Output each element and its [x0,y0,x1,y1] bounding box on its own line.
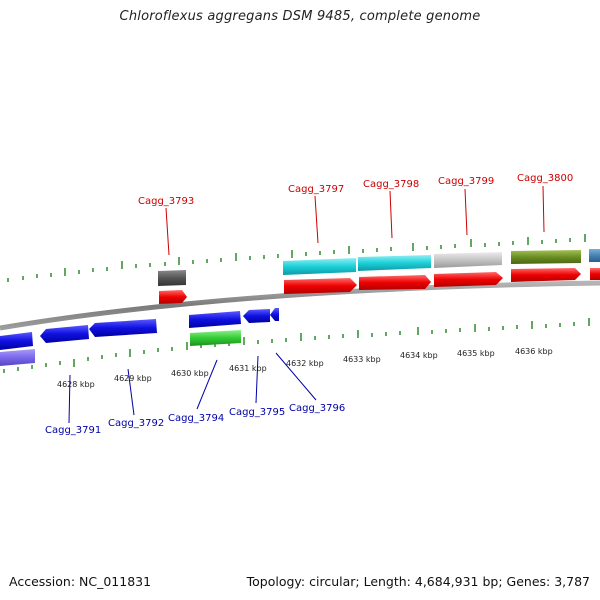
label-cagg-3800[interactable]: Cagg_3800 [517,173,573,184]
cds-cagg-3799[interactable] [434,272,503,287]
label-cagg-3794[interactable]: Cagg_3794 [168,413,224,424]
gene-cagg-3798-outer[interactable] [358,255,431,271]
label-cagg-3791[interactable]: Cagg_3791 [45,425,101,436]
cds-cagg-3792b[interactable] [89,319,157,337]
cds-cagg-3796[interactable] [270,308,279,321]
label-connectors-top [165,185,545,256]
outer-tick-track [7,234,586,282]
label-cagg-3796[interactable]: Cagg_3796 [289,403,345,414]
gene-cagg-3794-inner[interactable] [190,330,241,346]
scale-labels: 4628 kbp 4629 kbp 4630 kbp 4631 kbp 4632… [57,347,553,389]
reverse-features[interactable] [0,308,279,366]
forward-features[interactable] [158,249,600,304]
cds-cagg-3798[interactable] [359,275,431,290]
scale-label-4628: 4628 kbp [57,380,95,389]
bottom-gene-labels: Cagg_3791 Cagg_3792 Cagg_3794 Cagg_3795 … [45,403,345,436]
scale-label-4635: 4635 kbp [457,349,495,358]
scale-label-4632: 4632 kbp [286,359,324,368]
cds-cagg-3800[interactable] [511,268,581,282]
gene-cagg-3791-inner[interactable] [0,349,35,366]
label-cagg-3795[interactable]: Cagg_3795 [229,407,285,418]
cds-cagg-3795[interactable] [243,309,270,323]
cds-cagg-3797[interactable] [284,278,357,294]
label-cagg-3793[interactable]: Cagg_3793 [138,196,194,207]
scale-label-4629: 4629 kbp [114,374,152,383]
gene-cagg-3799-outer[interactable] [434,252,502,268]
cds-cagg-3791[interactable] [0,332,33,350]
scale-label-4631: 4631 kbp [229,364,267,373]
scale-label-4633: 4633 kbp [343,355,381,364]
cds-cagg-3792a[interactable] [40,325,89,343]
scale-label-4630: 4630 kbp [171,369,209,378]
cds-cagg-3794[interactable] [189,311,241,328]
label-cagg-3797[interactable]: Cagg_3797 [288,184,344,195]
topology-text: Topology: circular; Length: 4,684,931 bp… [246,574,590,589]
cds-next[interactable] [590,268,600,280]
scale-label-4636: 4636 kbp [515,347,553,356]
label-cagg-3792[interactable]: Cagg_3792 [108,418,164,429]
gene-next-outer[interactable] [589,249,600,262]
gene-cagg-3797-outer[interactable] [283,258,356,275]
top-gene-labels: Cagg_3793 Cagg_3797 Cagg_3798 Cagg_3799 … [138,173,573,207]
label-cagg-3799[interactable]: Cagg_3799 [438,176,494,187]
gene-cagg-3800-outer[interactable] [511,250,581,264]
scale-label-4634: 4634 kbp [400,351,438,360]
genome-backbone [0,280,600,331]
inner-tick-track [3,318,590,373]
accession-text: Accession: NC_011831 [9,574,152,589]
label-connectors-bottom [68,352,317,424]
cds-cagg-3793[interactable] [159,290,187,304]
genome-title: Chloroflexus aggregans DSM 9485, complet… [119,9,481,24]
label-cagg-3798[interactable]: Cagg_3798 [363,179,419,190]
gene-cagg-3793-outer[interactable] [158,270,186,286]
